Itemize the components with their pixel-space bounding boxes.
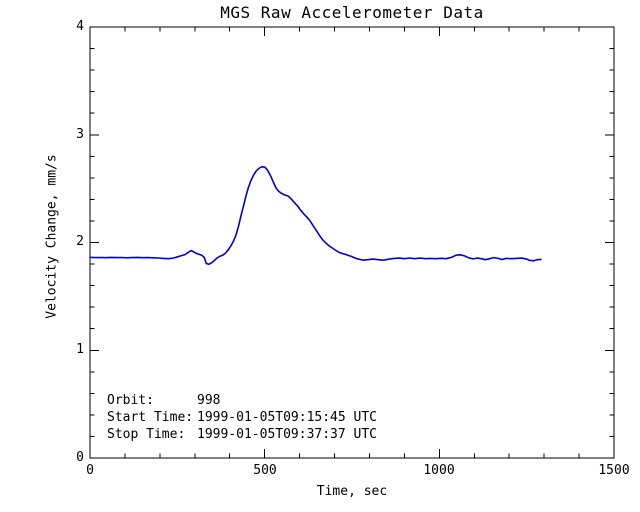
start-time-label: Start Time: xyxy=(107,410,194,425)
x-tick-label-1000: 1000 xyxy=(423,463,455,478)
x-tick-label-500: 500 xyxy=(253,463,277,478)
stop-time-value: 1999-01-05T09:37:37 UTC xyxy=(197,427,378,442)
y-tick-label-2: 2 xyxy=(76,234,84,249)
orbit-value: 998 xyxy=(197,393,221,408)
x-tick-label-1500: 1500 xyxy=(598,463,630,478)
y-tick-label-3: 3 xyxy=(76,127,84,142)
annotation-stop-time: Stop Time: 1999-01-05T09:37:37 UTC xyxy=(107,426,377,443)
x-axis-label: Time, sec xyxy=(316,484,388,499)
start-time-value: 1999-01-05T09:15:45 UTC xyxy=(197,410,378,425)
orbit-label: Orbit: xyxy=(107,393,154,408)
x-tick-label-0: 0 xyxy=(86,463,94,478)
stop-time-label: Stop Time: xyxy=(107,427,186,442)
chart-title: MGS Raw Accelerometer Data xyxy=(220,3,484,22)
annotation-orbit: Orbit: 998 xyxy=(107,392,377,409)
annotation-start-time: Start Time: 1999-01-05T09:15:45 UTC xyxy=(107,409,377,426)
y-tick-label-1: 1 xyxy=(76,342,84,357)
y-tick-label-0: 0 xyxy=(76,450,84,465)
annotation-block: Orbit: 998 Start Time: 1999-01-05T09:15:45… xyxy=(107,392,377,443)
y-tick-label-4: 4 xyxy=(76,19,84,34)
